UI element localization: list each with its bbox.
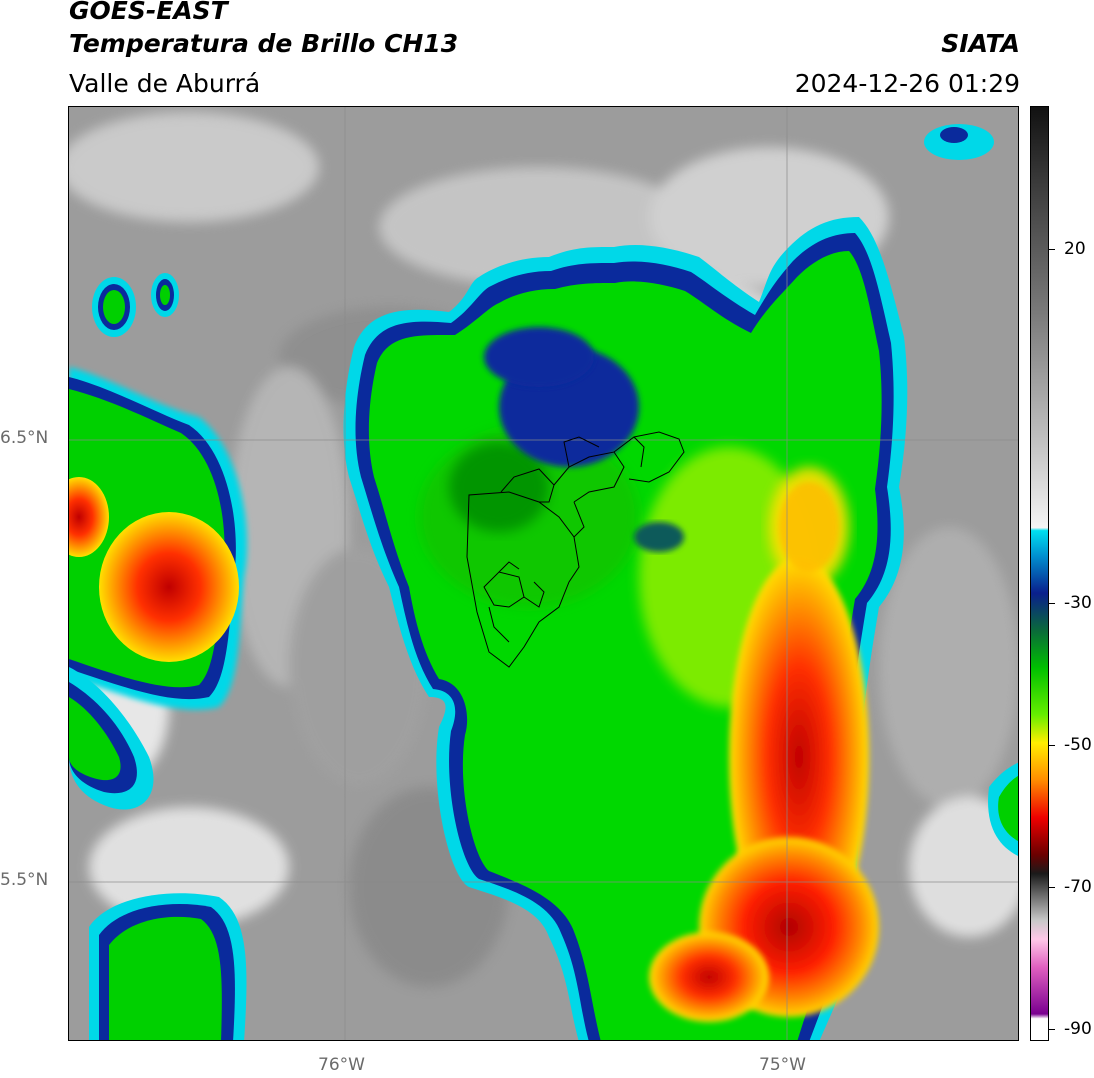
colorbar-label-minus50: -50: [1064, 735, 1092, 755]
lat-label-6-5: 6.5°N: [0, 428, 49, 448]
storm-main: [343, 217, 908, 1040]
lat-label-5-5: 5.5°N: [0, 870, 49, 890]
brand-label: SIATA: [941, 29, 1020, 58]
satellite-map[interactable]: [68, 106, 1019, 1041]
colorbar-tick-20: [1049, 249, 1055, 250]
colorbar-label-minus70: -70: [1064, 877, 1092, 897]
colorbar-tick-minus30: [1049, 603, 1055, 604]
colorbar-gradient: [1031, 107, 1048, 1040]
colorbar-label-minus90: -90: [1064, 1019, 1092, 1039]
colorbar-label-20: 20: [1064, 239, 1086, 259]
colorbar-tick-minus70: [1049, 887, 1055, 888]
storm-southwest: [89, 893, 247, 1040]
gridlines: [69, 107, 1018, 1040]
colorbar-label-minus30: -30: [1064, 593, 1092, 613]
colorbar: [1030, 106, 1049, 1041]
map-subtitle-product: Temperatura de Brillo CH13: [69, 29, 459, 58]
satellite-image: [69, 107, 1018, 1040]
municipal-boundaries: [466, 431, 685, 668]
storm-west: [69, 367, 247, 710]
lon-label-75w: 75°W: [759, 1055, 806, 1075]
map-title: GOES-EAST: [69, 0, 228, 25]
timestamp-label: 2024-12-26 01:29: [794, 69, 1020, 98]
lon-label-76w: 76°W: [318, 1055, 365, 1075]
colorbar-tick-minus90: [1049, 1029, 1055, 1030]
colorbar-tick-minus50: [1049, 745, 1055, 746]
region-label: Valle de Aburrá: [69, 69, 261, 98]
